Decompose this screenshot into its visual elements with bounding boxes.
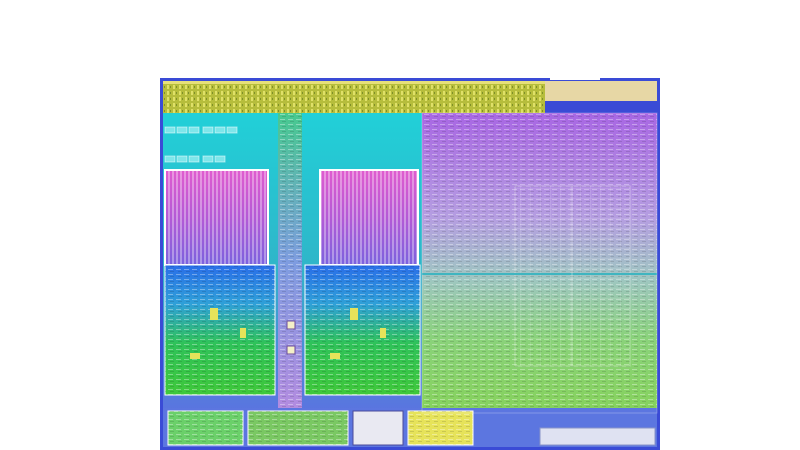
top-io-strip [163, 81, 545, 113]
gpu-compute-grid [422, 185, 657, 367]
cpu-module-left [164, 169, 276, 396]
spine-pads [286, 320, 296, 355]
gpu-outline [421, 112, 658, 414]
spine-texture [278, 113, 302, 413]
processor-die [160, 78, 660, 450]
bottom-io-blocks [167, 410, 656, 446]
cpu-module-right [304, 169, 421, 396]
top-right-io [545, 81, 657, 101]
top-io-edge [163, 81, 545, 84]
top-notch [550, 78, 600, 80]
left-tile-row [164, 126, 238, 163]
die-illustration [160, 78, 660, 450]
